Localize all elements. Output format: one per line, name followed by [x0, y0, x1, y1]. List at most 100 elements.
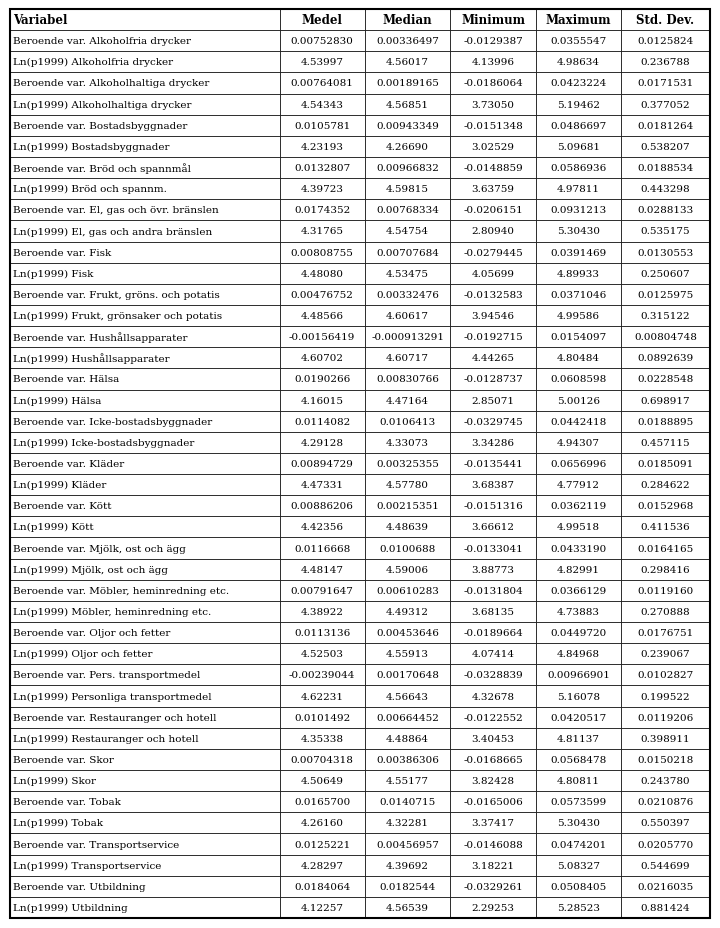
Text: 4.33073: 4.33073	[386, 438, 429, 447]
Bar	[10, 369, 279, 390]
Text: 0.0486697: 0.0486697	[550, 122, 606, 131]
Text: Std. Dev.: Std. Dev.	[636, 14, 695, 27]
Bar	[450, 855, 536, 876]
Text: 4.56851: 4.56851	[386, 100, 429, 110]
Bar	[365, 686, 450, 707]
Bar	[621, 728, 710, 749]
Text: 4.47331: 4.47331	[301, 481, 343, 490]
Text: 4.56643: 4.56643	[386, 691, 429, 701]
Bar	[450, 390, 536, 411]
Text: 3.94546: 3.94546	[472, 312, 515, 321]
Text: 0.0508405: 0.0508405	[550, 882, 606, 891]
Text: 0.0892639: 0.0892639	[637, 354, 693, 363]
Text: 0.0442418: 0.0442418	[550, 418, 606, 426]
Text: 4.59815: 4.59815	[386, 185, 429, 194]
Text: 0.00332476: 0.00332476	[376, 290, 439, 300]
Bar	[279, 601, 365, 623]
Text: 0.0568478: 0.0568478	[550, 755, 606, 764]
Text: Beroende var. Tobak: Beroende var. Tobak	[13, 797, 121, 806]
Text: 4.57780: 4.57780	[386, 481, 429, 490]
Text: Beroende var. Alkoholfria drycker: Beroende var. Alkoholfria drycker	[13, 37, 191, 46]
Text: 3.40453: 3.40453	[472, 734, 515, 743]
Bar	[365, 73, 450, 95]
Bar	[365, 664, 450, 686]
Text: 0.270888: 0.270888	[641, 607, 690, 616]
Bar	[450, 623, 536, 643]
Text: 4.81137: 4.81137	[557, 734, 600, 743]
Bar	[10, 643, 279, 664]
Text: Medel: Medel	[302, 14, 343, 27]
Bar	[365, 411, 450, 432]
Bar	[365, 136, 450, 158]
Bar	[450, 812, 536, 833]
Bar	[450, 116, 536, 136]
Text: 0.00804748: 0.00804748	[634, 333, 697, 342]
Text: 0.411536: 0.411536	[641, 522, 690, 532]
Text: 0.298416: 0.298416	[641, 565, 690, 574]
Text: 0.0355547: 0.0355547	[550, 37, 606, 46]
Bar	[536, 454, 621, 474]
Bar	[536, 95, 621, 116]
Text: -0.0132583: -0.0132583	[463, 290, 523, 300]
Text: 0.0181264: 0.0181264	[637, 122, 693, 131]
Text: 0.0449720: 0.0449720	[550, 628, 606, 638]
Text: 4.26160: 4.26160	[301, 818, 343, 828]
Text: 5.08327: 5.08327	[557, 861, 600, 870]
Text: 0.0216035: 0.0216035	[637, 882, 693, 891]
Bar	[365, 896, 450, 918]
Text: 4.56017: 4.56017	[386, 58, 429, 67]
Bar	[279, 116, 365, 136]
Bar	[450, 158, 536, 179]
Bar	[450, 432, 536, 454]
Bar	[536, 200, 621, 221]
Text: 4.77912: 4.77912	[557, 481, 600, 490]
Bar	[10, 664, 279, 686]
Bar	[279, 664, 365, 686]
Text: 0.0125975: 0.0125975	[637, 290, 693, 300]
Bar	[10, 454, 279, 474]
Bar	[450, 221, 536, 242]
Text: -0.0151348: -0.0151348	[463, 122, 523, 131]
Bar	[536, 390, 621, 411]
Bar	[365, 432, 450, 454]
Text: 4.26690: 4.26690	[386, 143, 429, 152]
Text: 0.00215351: 0.00215351	[376, 502, 439, 510]
Text: 0.0205770: 0.0205770	[637, 840, 693, 848]
Text: -0.0329261: -0.0329261	[463, 882, 523, 891]
Bar	[450, 136, 536, 158]
Text: Ln(p1999) Kläder: Ln(p1999) Kläder	[13, 481, 107, 490]
Bar	[365, 623, 450, 643]
Text: 0.443298: 0.443298	[641, 185, 690, 194]
Bar	[279, 896, 365, 918]
Text: 0.0150218: 0.0150218	[637, 755, 693, 764]
Text: 4.53997: 4.53997	[301, 58, 343, 67]
Text: 4.49312: 4.49312	[386, 607, 429, 616]
Bar	[450, 559, 536, 580]
Text: 4.48080: 4.48080	[301, 269, 343, 278]
Text: -0.00156419: -0.00156419	[289, 333, 356, 342]
Bar	[365, 538, 450, 559]
Bar	[450, 52, 536, 73]
Bar	[536, 285, 621, 305]
Text: 0.0366129: 0.0366129	[550, 586, 606, 595]
Text: 0.457115: 0.457115	[641, 438, 690, 447]
Text: 0.00830766: 0.00830766	[376, 375, 439, 384]
Bar	[10, 855, 279, 876]
Text: 2.85071: 2.85071	[472, 396, 515, 406]
Text: 0.00791647: 0.00791647	[291, 586, 354, 595]
Text: -0.0148859: -0.0148859	[463, 164, 523, 173]
Bar	[450, 285, 536, 305]
Bar	[621, 812, 710, 833]
Bar	[10, 264, 279, 285]
Bar	[621, 432, 710, 454]
Text: 0.0420517: 0.0420517	[550, 713, 606, 722]
Text: 0.239067: 0.239067	[641, 650, 690, 659]
Text: 4.60617: 4.60617	[386, 312, 429, 321]
Text: 2.80940: 2.80940	[472, 227, 515, 237]
Text: Variabel: Variabel	[13, 14, 68, 27]
Bar	[621, 749, 710, 770]
Text: 4.13996: 4.13996	[472, 58, 515, 67]
Bar	[279, 686, 365, 707]
Bar	[10, 52, 279, 73]
Bar	[10, 812, 279, 833]
